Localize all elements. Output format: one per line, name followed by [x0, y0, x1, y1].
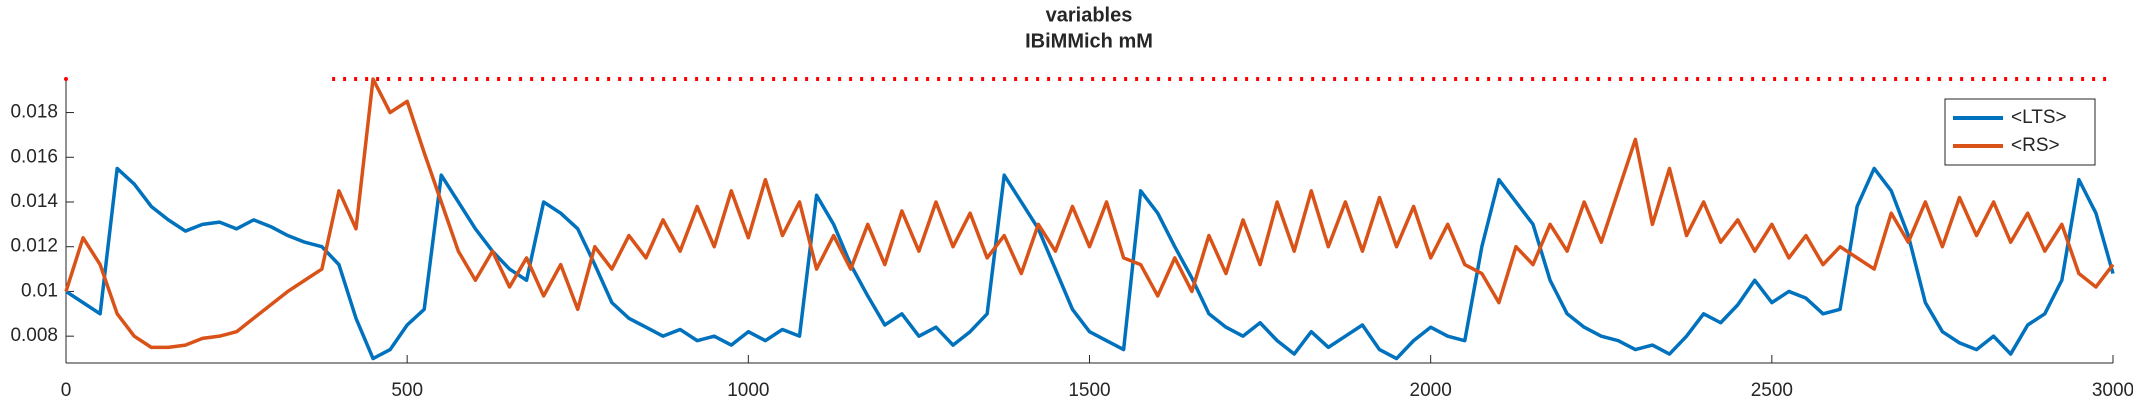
y-tick-label: 0.012 [10, 236, 58, 257]
y-tick-label: 0.008 [10, 325, 58, 346]
x-tick-label: 2000 [1410, 380, 1452, 400]
dotted-point [64, 77, 68, 81]
x-tick-label: 1000 [727, 380, 769, 400]
x-tick-label: 1500 [1068, 380, 1110, 400]
x-tick-label: 500 [391, 380, 423, 400]
x-tick-label: 2500 [1751, 380, 1793, 400]
x-tick-label: 3000 [2092, 380, 2133, 400]
y-tick-label: 0.018 [10, 102, 58, 123]
x-tick-label: 0 [61, 380, 72, 400]
series-line [64, 77, 2115, 350]
series-line [65, 166, 2115, 361]
y-tick-label: 0.01 [21, 280, 58, 301]
y-tick-label: 0.016 [10, 146, 58, 167]
chart-subtitle: IBiMMich mM [1025, 30, 1153, 52]
legend-label: <RS> [2011, 135, 2060, 156]
legend-label: <LTS> [2011, 107, 2067, 128]
chart-title: variables [1046, 4, 1133, 26]
y-tick-label: 0.014 [10, 191, 58, 212]
legend-box [1944, 98, 2096, 166]
